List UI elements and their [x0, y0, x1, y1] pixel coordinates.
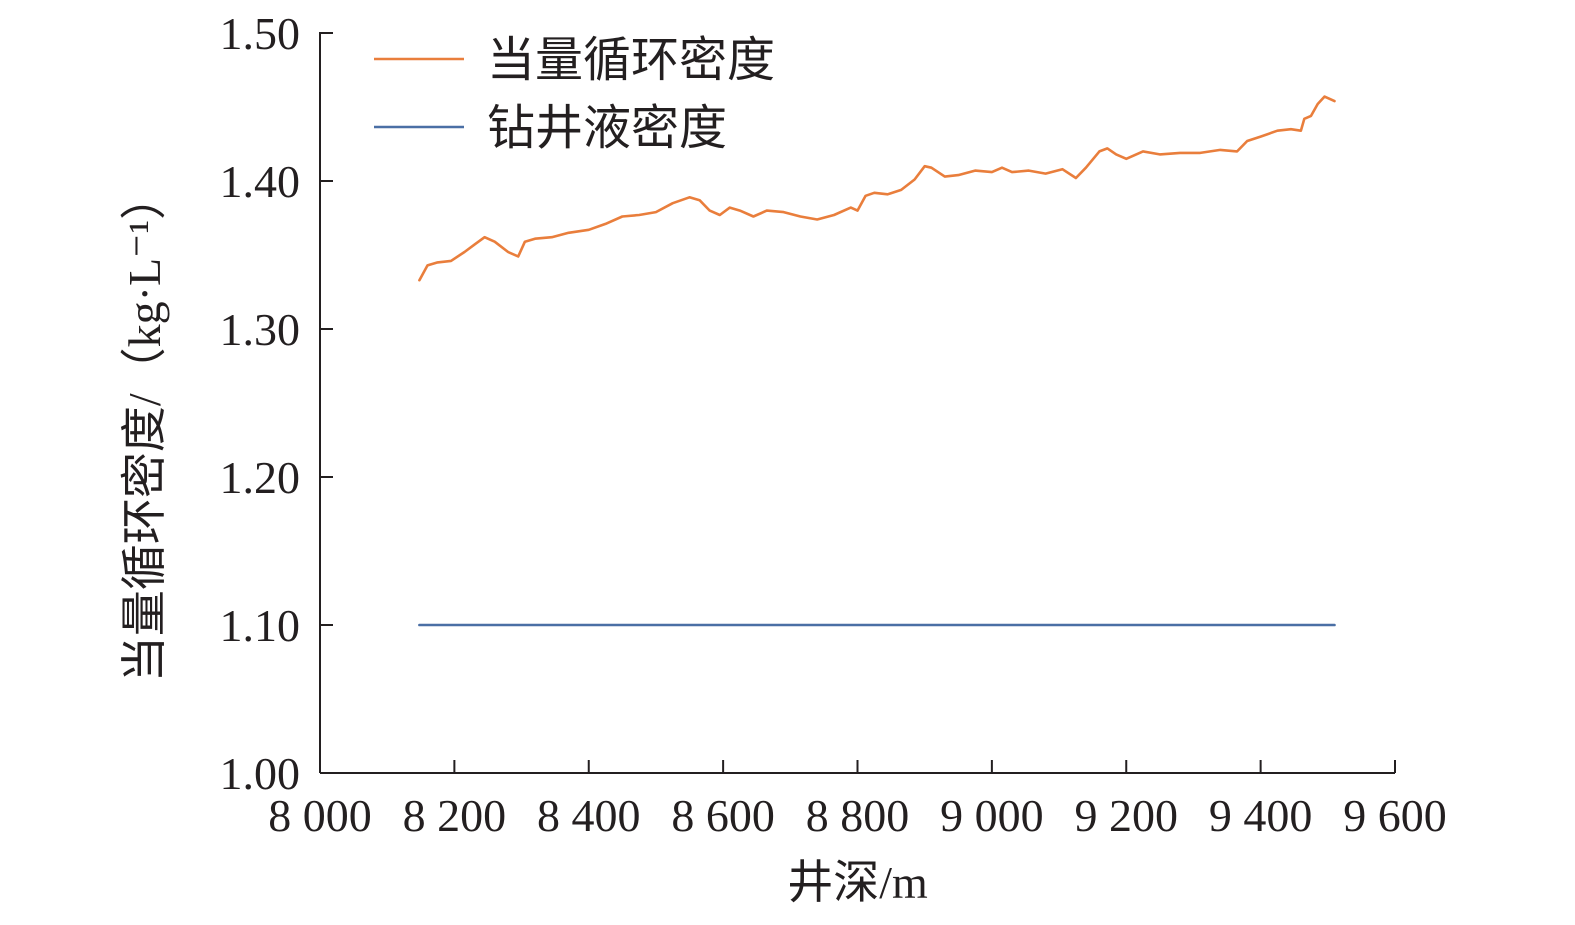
y-tick-label: 1.10	[220, 600, 301, 651]
y-tick-label: 1.50	[220, 8, 301, 59]
x-tick-label: 8 000	[268, 790, 372, 841]
x-tick-label: 9 200	[1075, 790, 1179, 841]
x-axis-title: 井深/m	[787, 857, 928, 908]
x-tick-label: 8 200	[403, 790, 507, 841]
x-tick-label: 9 600	[1343, 790, 1447, 841]
y-axis-title: 当量循环密度/（kg·L⁻¹）	[119, 174, 170, 682]
x-tick-label: 8 400	[537, 790, 641, 841]
axes	[319, 32, 1395, 774]
x-tick-label: 8 600	[671, 790, 775, 841]
y-tick-label: 1.00	[220, 748, 301, 799]
y-tick-label: 1.20	[220, 452, 301, 503]
y-tick-label: 1.30	[220, 304, 301, 355]
y-tick-label: 1.40	[220, 156, 301, 207]
x-tick-label: 8 800	[806, 790, 910, 841]
series-line-1	[418, 95, 1336, 282]
axis-ticks: 1.00 1.10 1.20 1.30 1.40 1.50 8 000 8 200 8 400 8…	[220, 8, 1447, 841]
series-lines	[418, 95, 1336, 627]
x-tick-label: 9 400	[1209, 790, 1313, 841]
x-tick-label: 9 000	[940, 790, 1044, 841]
legend-label: 钻井液密度	[487, 102, 727, 155]
legend-label: 当量循环密度	[487, 34, 775, 87]
